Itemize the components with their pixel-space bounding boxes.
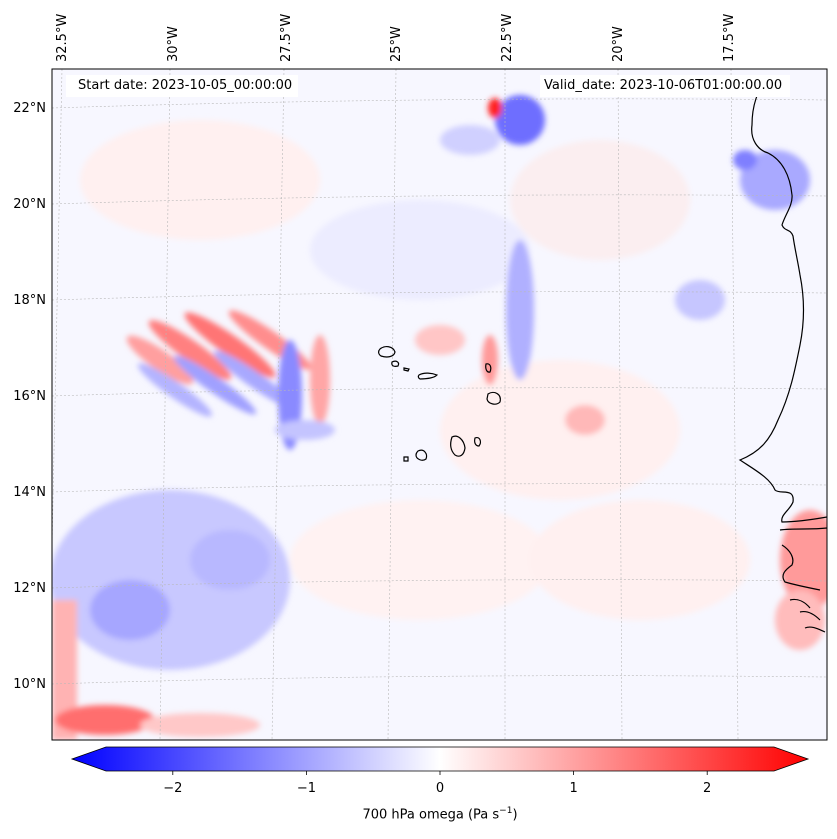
colorbar-title-close: ) [512,807,518,823]
lon-label-30w: 30°W [166,26,181,62]
graticule [52,69,827,740]
island-brava [403,456,409,462]
coastlines [378,81,827,633]
island-sal [485,363,492,373]
island-santiago [450,435,466,457]
longitude-labels: 32.5°W 30°W 27.5°W 25°W 22.5°W 20°W 17.5… [55,14,737,62]
lat-label-18n: 18°N [13,293,46,308]
colorbar-title: 700 hPa omega (Pa s−1) [0,806,837,822]
colorbar-tick-label: 0 [436,781,444,796]
valid-date-label: Valid_date: 2023-10-06T01:00:00.00 [540,75,791,97]
lon-label-27.5w: 27.5°W [279,14,294,62]
island-santo-antao [378,346,396,358]
island-sao-nicolau [417,372,439,380]
colorbar-title-exponent: −1 [499,806,513,816]
island-maio [474,437,481,447]
latitude-labels: 22°N 20°N 18°N 16°N 14°N 12°N 10°N [13,101,46,692]
lon-label-22.5w: 22.5°W [500,14,515,62]
island-fogo [415,449,428,461]
colorbar-title-text: 700 hPa omega (Pa s [362,807,500,823]
colorbar-body [70,746,810,772]
colorbar: −2 −1 0 1 2 [70,746,810,796]
lat-label-20n: 20°N [13,197,46,212]
colorbar-tick-label: −1 [297,781,316,796]
colorbar-ticks: −2 −1 0 1 2 [163,771,711,796]
omega-field-shading [52,95,827,740]
colorbar-tick-label: 1 [569,781,577,796]
lon-label-25w: 25°W [389,26,404,62]
lat-label-16n: 16°N [13,389,46,404]
island-santa-luzia [403,367,410,372]
start-date-label: Start date: 2023-10-05_00:00:00 [66,75,299,97]
lon-label-17.5w: 17.5°W [722,14,737,62]
island-sao-vicente [391,360,400,367]
lat-label-10n: 10°N [13,677,46,692]
lon-label-32.5w: 32.5°W [55,14,70,62]
plot-frame [51,68,828,741]
lat-label-22n: 22°N [13,101,46,116]
africa-coastline [738,81,827,633]
lon-label-20w: 20°W [611,26,626,62]
colorbar-tick-label: 2 [703,781,711,796]
lat-label-12n: 12°N [13,581,46,596]
colorbar-tick-label: −2 [163,781,182,796]
lat-label-14n: 14°N [13,485,46,500]
island-boa-vista [486,391,501,405]
omega-field [52,69,827,740]
